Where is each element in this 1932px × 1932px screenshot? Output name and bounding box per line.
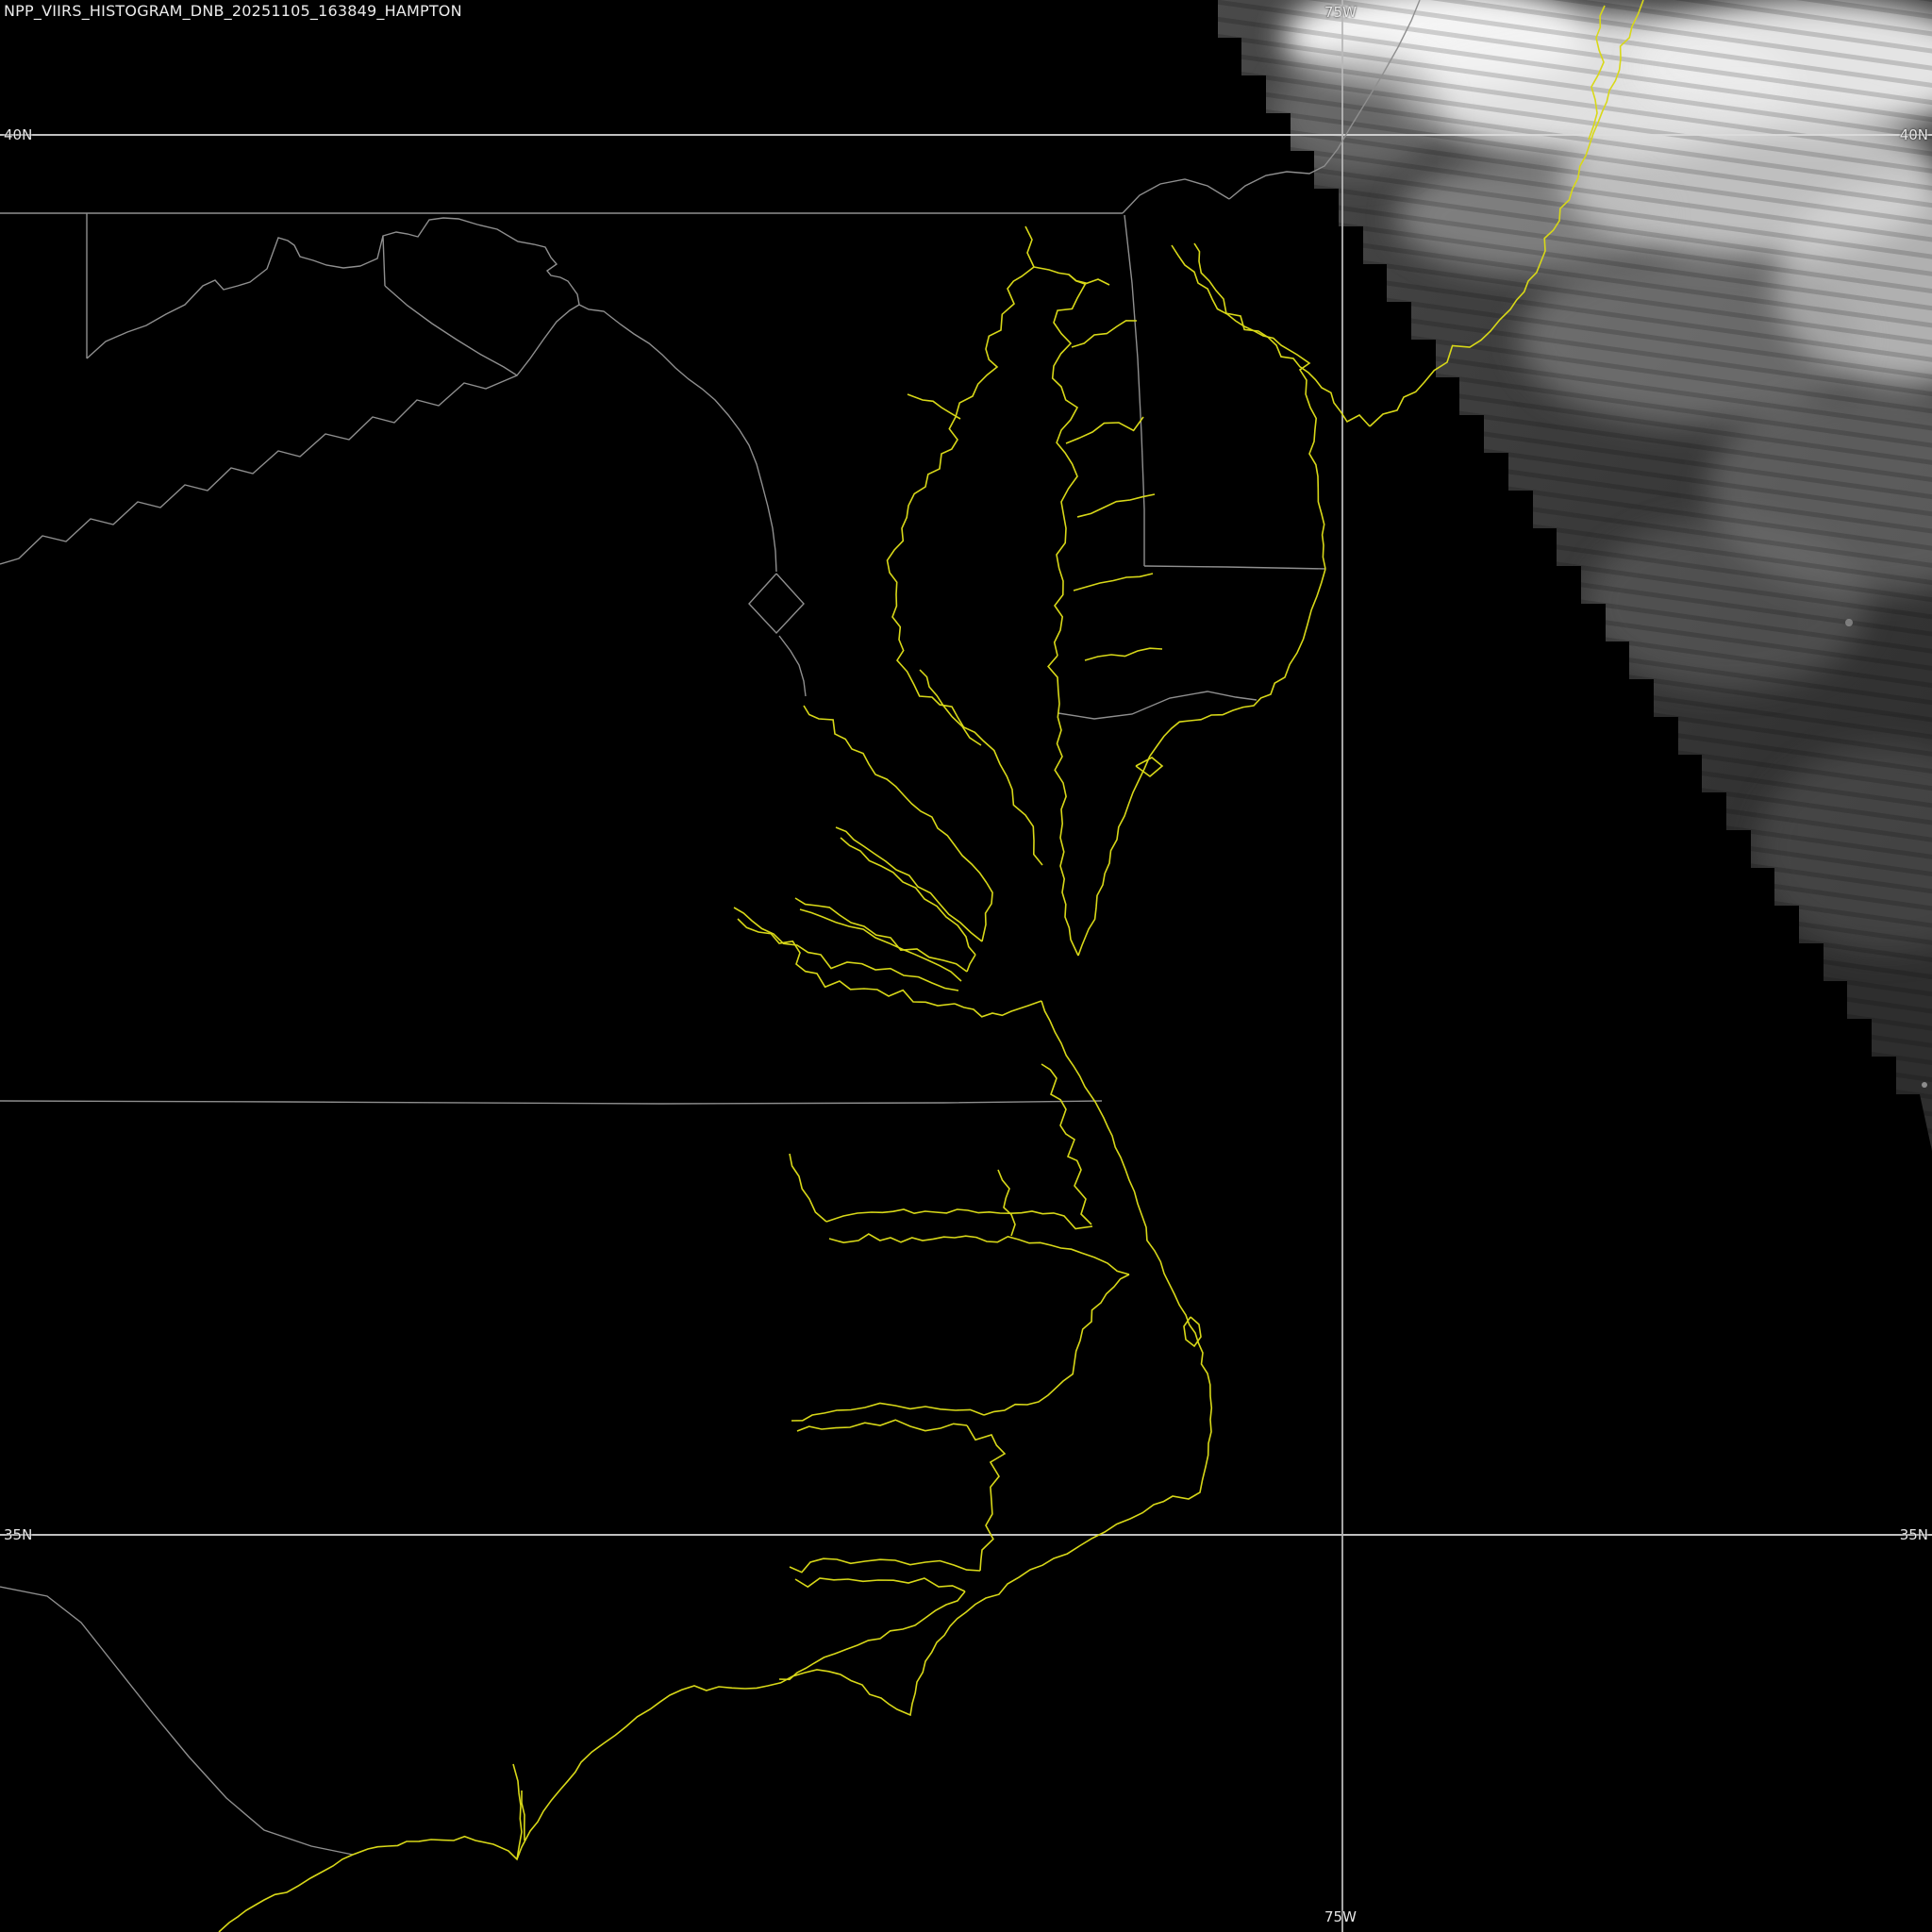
patuxent-river (919, 669, 982, 746)
md-va-delmarva-border (1058, 691, 1257, 720)
delmarva-bayside-coast (1047, 655, 1079, 957)
currituck-backbay (1041, 1063, 1092, 1225)
pamlico-river-south (796, 1419, 968, 1432)
hampton-norfolk-shore (954, 1000, 1042, 1018)
nc-sc-border (0, 1586, 354, 1856)
de-md-south-border (1143, 565, 1326, 570)
wicomico-river (1073, 573, 1154, 591)
chincoteague-island (1135, 757, 1164, 778)
york-north (794, 897, 968, 973)
delmarva-ocean-coast (1077, 568, 1326, 957)
bay-west-shore-b (966, 954, 976, 973)
nj-atlantic-coast (1369, 0, 1644, 427)
graticule-label-75w-bottom: 75W (1324, 1908, 1357, 1925)
cape-may-bay-coast (1193, 242, 1371, 427)
dismal-swamp-river (997, 1169, 1016, 1237)
graticule-label-40n-left: 40N (4, 126, 33, 143)
nj-inner-strand (1588, 5, 1606, 141)
choptank-river (1065, 416, 1144, 444)
nj-pa-river-border (1228, 0, 1421, 200)
neuse-river-north (789, 1557, 981, 1574)
blue-ridge-spur-border (382, 235, 386, 287)
york-south (799, 908, 962, 982)
pamlico-sound-shore-b (966, 1424, 1007, 1572)
graticule-label-40n-right: 40N (1899, 126, 1928, 143)
chowan-river (789, 1153, 827, 1223)
potomac-below-dc-border (778, 635, 807, 697)
wv-va-sw-border (0, 375, 518, 565)
nanticoke-river (1076, 493, 1156, 518)
rappahannock-south (840, 837, 976, 956)
roanoke-island (1183, 1316, 1202, 1348)
va-nc-border (0, 1100, 1103, 1105)
product-title: NPP_VIIRS_HISTOGRAM_DNB_20251105_163849_… (4, 2, 462, 20)
chesapeake-east-shore (1033, 266, 1088, 657)
de-md-west-border (1124, 214, 1145, 566)
nc-sc-coast (218, 1685, 746, 1932)
patapsco-river (907, 393, 961, 420)
bay-west-shore-a (981, 882, 993, 942)
james-south (737, 918, 956, 1007)
pamlico-sound-shore-a (983, 1274, 1130, 1416)
chester-river (1071, 320, 1138, 348)
graticule-label-75w-top: 75W (1324, 4, 1357, 21)
pocomoke-river (1084, 647, 1163, 661)
susquehanna-river (1024, 225, 1035, 268)
neuse-river-south (794, 1577, 966, 1592)
potomac-south-shore (803, 705, 988, 884)
albemarle-north-shore (825, 1208, 1093, 1230)
delaware-bay-shore (1171, 244, 1326, 570)
core-sound-shore (778, 1591, 966, 1681)
graticule-label-35n-left: 35N (4, 1526, 33, 1543)
shenandoah-v-border (384, 285, 580, 376)
graticule-label-35n-right: 35N (1899, 1526, 1928, 1543)
dc-diamond-border (748, 573, 805, 635)
twelve-mile-arc-border (1122, 178, 1230, 214)
albemarle-south-shore (828, 1233, 1130, 1275)
outer-banks-coast (744, 1000, 1213, 1717)
james-north (733, 907, 959, 991)
elk-river-arm (1068, 274, 1110, 286)
wv-md-va-border (86, 217, 777, 573)
rappahannock-north (835, 826, 983, 942)
pamlico-river-north (791, 1402, 985, 1422)
cape-fear-river (512, 1763, 523, 1860)
chesapeake-west-shore (886, 266, 1043, 866)
cape-fear-inner-bank (521, 1790, 525, 1841)
